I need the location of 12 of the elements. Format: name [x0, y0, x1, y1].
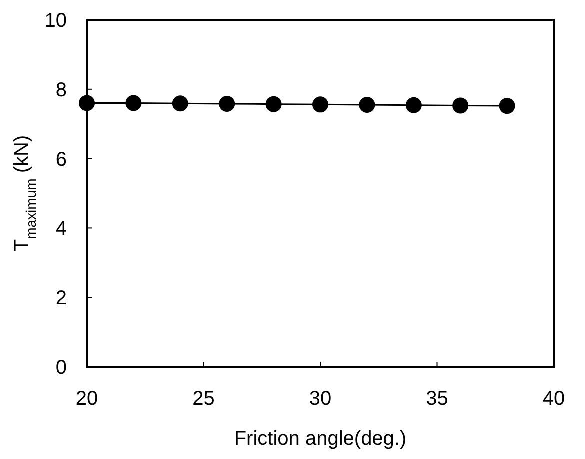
y-tick-label: 2 [56, 288, 67, 310]
x-tick-label: 40 [542, 388, 566, 410]
y-tick-label: 10 [44, 10, 67, 32]
x-axis-title: Friction angle(deg.) [234, 428, 407, 450]
y-tick-label: 8 [56, 79, 67, 102]
x-tick-label: 20 [76, 388, 98, 410]
y-tick-label: 6 [56, 148, 67, 171]
y-tick-label: 0 [56, 357, 67, 379]
y-tick-label: 4 [56, 218, 67, 240]
x-tick-label: 35 [426, 388, 448, 410]
x-tick-label: 25 [192, 388, 215, 410]
x-tick-label: 30 [309, 388, 332, 410]
